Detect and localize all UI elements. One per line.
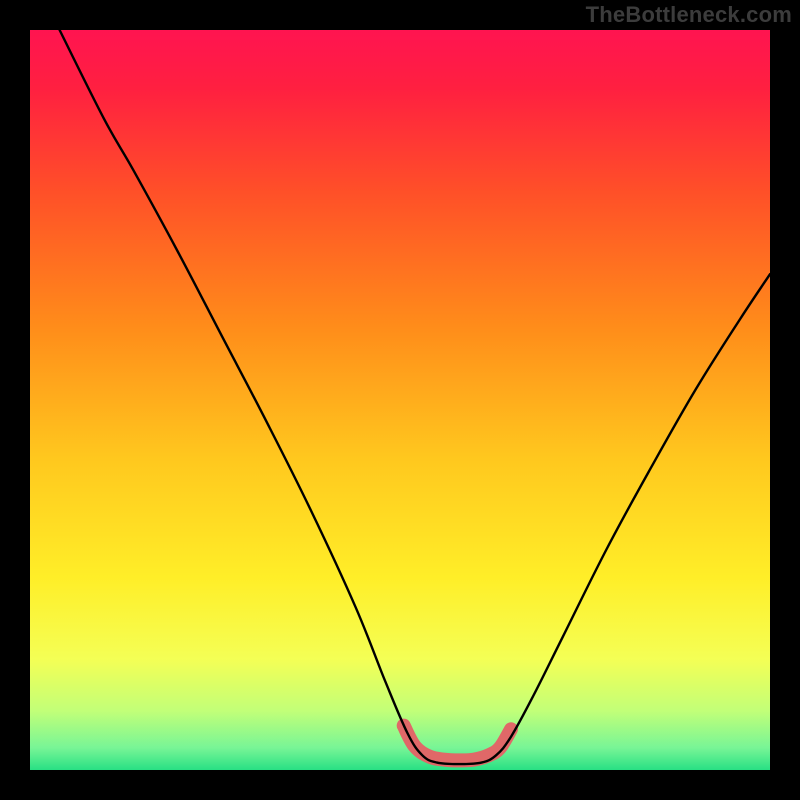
plot-background-gradient <box>30 30 770 770</box>
chart-svg <box>0 0 800 800</box>
watermark-text: TheBottleneck.com <box>586 2 792 28</box>
bottleneck-chart: TheBottleneck.com <box>0 0 800 800</box>
